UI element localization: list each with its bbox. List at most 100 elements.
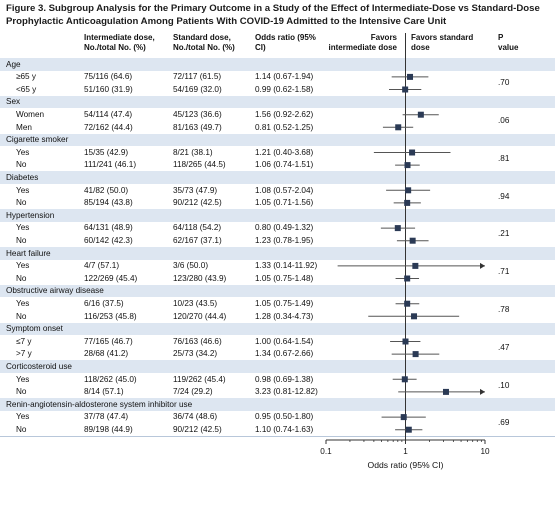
row-label: No [16,424,27,434]
point-estimate [401,376,408,383]
row-label: Yes [16,298,30,308]
intermediate-value: 111/241 (46.1) [84,160,137,170]
odds-ratio-value: 1.06 (0.74-1.51) [255,160,314,170]
intermediate-value: 60/142 (42.3) [84,235,133,245]
x-tick-label: 0.1 [320,447,332,456]
odds-ratio-value: 0.95 (0.50-1.80) [255,412,314,422]
odds-ratio-value: 1.05 (0.71-1.56) [255,198,314,208]
odds-ratio-value: 1.33 (0.14-11.92) [255,261,318,271]
standard-value: 90/212 (42.5) [173,424,222,434]
row-label: ≤7 y [16,336,32,346]
intermediate-value: 89/198 (44.9) [84,424,133,434]
point-estimate [409,149,416,156]
group-header-bar [0,209,555,222]
p-value: .47 [498,342,510,352]
point-estimate [442,388,449,395]
standard-value: 81/163 (49.7) [173,122,222,132]
point-estimate [409,237,416,244]
header-p-value: P value [498,33,519,52]
row-label: <65 y [16,84,37,94]
group-label: Renin-angiotensin-aldosterone system inh… [6,399,193,409]
standard-value: 35/73 (47.9) [173,185,218,195]
standard-value: 120/270 (44.4) [173,311,227,321]
point-estimate [402,86,409,93]
point-estimate [404,275,411,282]
standard-value: 119/262 (45.4) [173,374,226,384]
row-label: Yes [16,374,30,384]
group-label: Age [6,59,21,69]
ci-arrow [480,262,485,269]
row-label: No [16,311,27,321]
odds-ratio-value: 1.21 (0.40-3.68) [255,147,314,157]
standard-value: 118/265 (44.5) [173,160,226,170]
odds-ratio-value: 1.10 (0.74-1.63) [255,424,314,434]
row-label: ≥65 y [16,72,36,82]
p-value: .21 [498,229,510,239]
intermediate-value: 54/114 (47.4) [84,109,133,119]
group-header-bar [0,58,555,71]
p-value: .69 [498,418,510,428]
intermediate-value: 28/68 (41.2) [84,349,129,359]
point-estimate [411,313,418,320]
header-intermediate: Intermediate dose, No./total No. (%) [84,33,155,52]
row-label: Yes [16,147,30,157]
group-label: Heart failure [6,248,51,258]
intermediate-value: 8/14 (57.1) [84,387,124,397]
row-label: Yes [16,223,30,233]
point-estimate [407,73,414,80]
point-estimate [404,300,411,307]
header-favors-standard: Favors standard dose [411,33,474,52]
intermediate-value: 41/82 (50.0) [84,185,129,195]
group-label: Symptom onset [6,324,63,334]
group-label: Obstructive airway disease [6,286,104,296]
point-estimate [417,111,424,118]
row-label: Women [16,109,45,119]
row-label: >7 y [16,349,32,359]
point-estimate [412,262,419,269]
p-value: .78 [498,305,510,314]
ci-arrow [480,388,485,395]
group-header-bar [0,95,555,109]
group-label: Cigarette smoker [6,135,69,145]
odds-ratio-value: 1.23 (0.78-1.95) [255,235,314,245]
standard-value: 45/123 (36.6) [173,109,222,119]
group-label: Corticosteroid use [6,361,72,371]
odds-ratio-value: 0.99 (0.62-1.58) [255,84,314,94]
header-standard: Standard dose, No./total No. (%) [173,33,235,52]
point-estimate [405,426,412,433]
odds-ratio-value: 1.05 (0.75-1.49) [255,298,314,308]
x-axis-label: Odds ratio (95% CI) [368,460,444,470]
intermediate-value: 51/160 (31.9) [84,84,133,94]
standard-value: 64/118 (54.2) [173,223,222,233]
intermediate-value: 116/253 (45.8) [84,311,137,321]
intermediate-value: 4/7 (57.1) [84,261,120,271]
group-label: Diabetes [6,172,39,182]
row-label: Yes [16,261,30,271]
point-estimate [395,124,402,131]
row-label: No [16,387,27,397]
p-value: .70 [498,78,510,88]
odds-ratio-value: 3.23 (0.81-12.82) [255,387,318,397]
point-estimate [404,162,411,169]
intermediate-value: 77/165 (46.7) [84,336,133,346]
standard-value: 123/280 (43.9) [173,273,227,283]
group-header-bar [0,284,555,298]
odds-ratio-value: 1.05 (0.75-1.48) [255,273,314,283]
p-value: .81 [498,153,510,163]
odds-ratio-value: 1.56 (0.92-2.62) [255,109,314,119]
group-header-bar [0,398,555,411]
group-header-bar [0,171,555,184]
p-value: .06 [498,116,510,125]
standard-value: 8/21 (38.1) [173,147,213,157]
odds-ratio-value: 0.98 (0.69-1.38) [255,374,314,384]
group-label: Sex [6,97,21,107]
p-value: .71 [498,267,510,277]
intermediate-value: 118/262 (45.0) [84,374,137,384]
odds-ratio-value: 1.00 (0.64-1.54) [255,336,314,346]
intermediate-value: 6/16 (37.5) [84,298,124,308]
intermediate-value: 64/131 (48.9) [84,223,133,233]
standard-value: 76/163 (46.6) [173,336,222,346]
x-tick-label: 10 [480,447,490,456]
